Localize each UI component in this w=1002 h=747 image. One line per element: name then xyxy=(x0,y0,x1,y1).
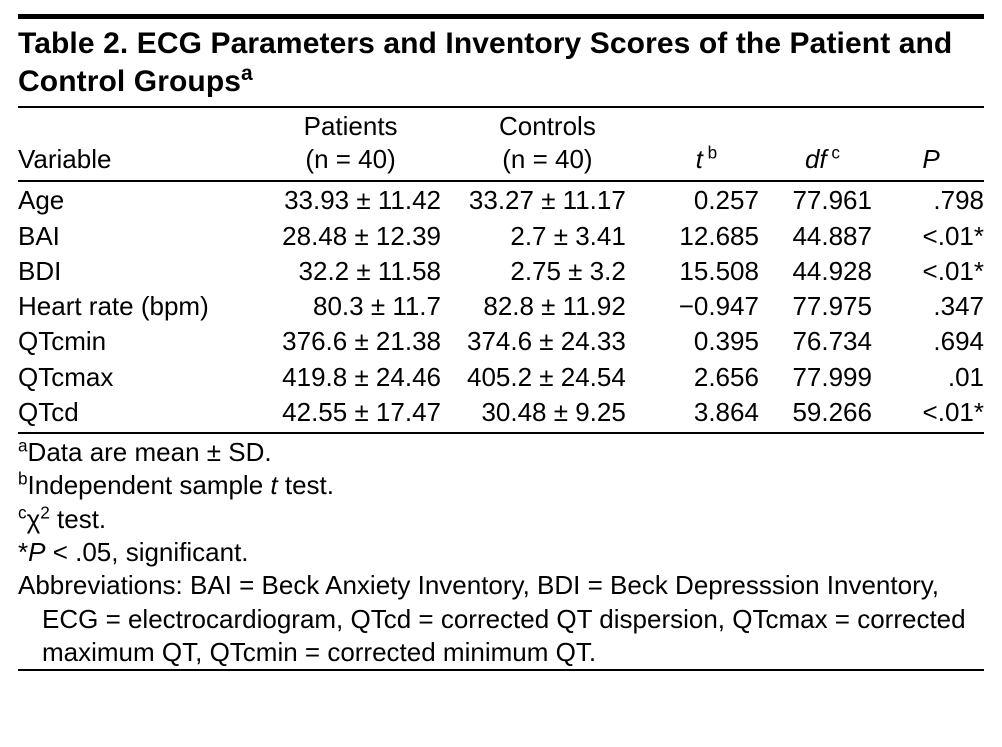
footnote-line: bIndependent sample t test. xyxy=(18,469,984,502)
footnote-line: Abbreviations: BAI = Beck Anxiety Invent… xyxy=(18,569,984,669)
cell-p: <.01* xyxy=(878,219,984,254)
footnote-line: aData are mean ± SD. xyxy=(18,436,984,469)
table-row: BAI28.48 ± 12.392.7 ± 3.4112.68544.887<.… xyxy=(18,219,984,254)
col-header-patients-l1: Patients xyxy=(252,110,449,143)
cell-df: 44.887 xyxy=(767,219,878,254)
col-header-patients-l2: (n = 40) xyxy=(252,143,449,176)
cell-controls: 33.27 ± 11.17 xyxy=(449,181,646,218)
col-header-patients: Patients (n = 40) xyxy=(252,107,449,182)
header-row: Variable Patients (n = 40) Controls (n =… xyxy=(18,107,984,182)
cell-df: 59.266 xyxy=(767,395,878,433)
cell-p: <.01* xyxy=(878,395,984,433)
col-header-variable: Variable xyxy=(18,107,252,182)
cell-p: .01 xyxy=(878,360,984,395)
cell-t: 12.685 xyxy=(646,219,767,254)
cell-controls: 374.6 ± 24.33 xyxy=(449,324,646,359)
cell-t: 0.395 xyxy=(646,324,767,359)
data-tbody: Age33.93 ± 11.4233.27 ± 11.170.25777.961… xyxy=(18,181,984,433)
table-title: Table 2. ECG Parameters and Inventory Sc… xyxy=(18,19,984,106)
table-row: QTcmin376.6 ± 21.38374.6 ± 24.330.39576.… xyxy=(18,324,984,359)
table-row: Heart rate (bpm)80.3 ± 11.782.8 ± 11.92−… xyxy=(18,289,984,324)
cell-df: 77.975 xyxy=(767,289,878,324)
cell-t: −0.947 xyxy=(646,289,767,324)
col-header-p: P xyxy=(878,107,984,182)
cell-df: 77.999 xyxy=(767,360,878,395)
table-container: Table 2. ECG Parameters and Inventory Sc… xyxy=(18,14,984,671)
cell-p: .694 xyxy=(878,324,984,359)
cell-variable: QTcmin xyxy=(18,324,252,359)
cell-t: 15.508 xyxy=(646,254,767,289)
cell-p: .347 xyxy=(878,289,984,324)
col-header-controls-l2: (n = 40) xyxy=(449,143,646,176)
cell-patients: 80.3 ± 11.7 xyxy=(252,289,449,324)
cell-controls: 30.48 ± 9.25 xyxy=(449,395,646,433)
cell-variable: QTcmax xyxy=(18,360,252,395)
table-row: QTcd42.55 ± 17.4730.48 ± 9.253.86459.266… xyxy=(18,395,984,433)
cell-patients: 376.6 ± 21.38 xyxy=(252,324,449,359)
cell-df: 44.928 xyxy=(767,254,878,289)
col-header-controls-l1: Controls xyxy=(449,110,646,143)
cell-variable: BAI xyxy=(18,219,252,254)
cell-controls: 2.7 ± 3.41 xyxy=(449,219,646,254)
table-row: BDI32.2 ± 11.582.75 ± 3.215.50844.928<.0… xyxy=(18,254,984,289)
col-header-t: t b xyxy=(646,107,767,182)
col-header-df: df c xyxy=(767,107,878,182)
cell-t: 3.864 xyxy=(646,395,767,433)
col-header-controls: Controls (n = 40) xyxy=(449,107,646,182)
footnotes: aData are mean ± SD.bIndependent sample … xyxy=(18,434,984,669)
cell-controls: 82.8 ± 11.92 xyxy=(449,289,646,324)
cell-t: 2.656 xyxy=(646,360,767,395)
table-row: Age33.93 ± 11.4233.27 ± 11.170.25777.961… xyxy=(18,181,984,218)
footnote-line: *P < .05, significant. xyxy=(18,536,984,569)
table-row: QTcmax419.8 ± 24.46405.2 ± 24.542.65677.… xyxy=(18,360,984,395)
cell-df: 77.961 xyxy=(767,181,878,218)
cell-p: <.01* xyxy=(878,254,984,289)
cell-variable: QTcd xyxy=(18,395,252,433)
cell-controls: 405.2 ± 24.54 xyxy=(449,360,646,395)
cell-patients: 33.93 ± 11.42 xyxy=(252,181,449,218)
cell-patients: 28.48 ± 12.39 xyxy=(252,219,449,254)
cell-patients: 42.55 ± 17.47 xyxy=(252,395,449,433)
cell-variable: Heart rate (bpm) xyxy=(18,289,252,324)
data-table: Variable Patients (n = 40) Controls (n =… xyxy=(18,106,984,434)
cell-patients: 32.2 ± 11.58 xyxy=(252,254,449,289)
cell-variable: Age xyxy=(18,181,252,218)
cell-p: .798 xyxy=(878,181,984,218)
cell-controls: 2.75 ± 3.2 xyxy=(449,254,646,289)
cell-variable: BDI xyxy=(18,254,252,289)
cell-patients: 419.8 ± 24.46 xyxy=(252,360,449,395)
cell-t: 0.257 xyxy=(646,181,767,218)
cell-df: 76.734 xyxy=(767,324,878,359)
footnote-line: cχ2 test. xyxy=(18,503,984,536)
